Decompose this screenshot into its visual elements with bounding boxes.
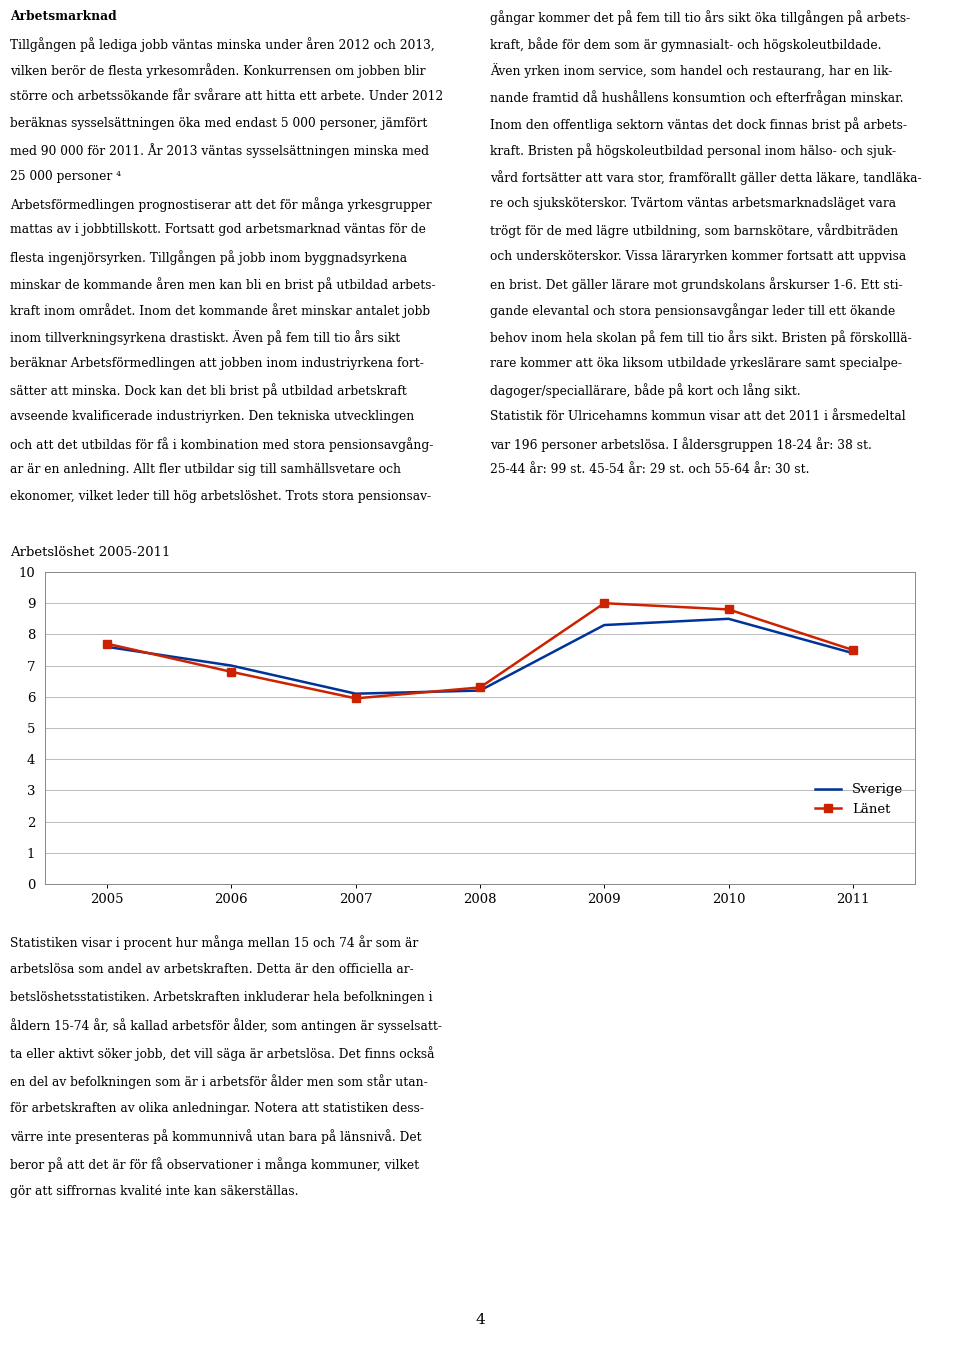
Text: värre inte presenteras på kommunnivå utan bara på länsnivå. Det: värre inte presenteras på kommunnivå uta… [10,1130,421,1144]
Text: beräknas sysselsättningen öka med endast 5 000 personer, jämfört: beräknas sysselsättningen öka med endast… [10,117,427,130]
Text: Inom den offentliga sektorn väntas det dock finnas brist på arbets-: Inom den offentliga sektorn väntas det d… [490,117,907,132]
Text: Arbetslöshet 2005-2011: Arbetslöshet 2005-2011 [10,546,170,560]
Legend: Sverige, Länet: Sverige, Länet [810,778,908,822]
Text: med 90 000 för 2011. År 2013 väntas sysselsättningen minska med: med 90 000 för 2011. År 2013 väntas syss… [10,144,429,159]
Text: ekonomer, vilket leder till hög arbetslöshet. Trots stora pensionsav-: ekonomer, vilket leder till hög arbetslö… [10,490,431,503]
Text: kraft. Bristen på högskoleutbildad personal inom hälso- och sjuk-: kraft. Bristen på högskoleutbildad perso… [490,144,896,159]
Text: och att det utbildas för få i kombination med stora pensionsavgång-: och att det utbildas för få i kombinatio… [10,437,433,452]
Text: var 196 personer arbetslösa. I åldersgruppen 18-24 år: 38 st.: var 196 personer arbetslösa. I åldersgru… [490,437,872,452]
Text: en del av befolkningen som är i arbetsför ålder men som står utan-: en del av befolkningen som är i arbetsfö… [10,1074,428,1089]
Text: Statistik för Ulricehamns kommun visar att det 2011 i årsmedeltal: Statistik för Ulricehamns kommun visar a… [490,410,905,423]
Text: vård fortsätter att vara stor, framförallt gäller detta läkare, tandläka-: vård fortsätter att vara stor, framföral… [490,170,922,184]
Text: gande elevantal och stora pensionsavgångar leder till ett ökande: gande elevantal och stora pensionsavgång… [490,304,896,319]
Text: ta eller aktivt söker jobb, det vill säga är arbetslösa. Det finns också: ta eller aktivt söker jobb, det vill säg… [10,1045,435,1060]
Text: gör att siffrornas kvalité inte kan säkerställas.: gör att siffrornas kvalité inte kan säke… [10,1185,299,1199]
Text: gångar kommer det på fem till tio års sikt öka tillgången på arbets-: gångar kommer det på fem till tio års si… [490,9,910,24]
Text: 4: 4 [475,1313,485,1328]
Text: nande framtid då hushållens konsumtion och efterfrågan minskar.: nande framtid då hushållens konsumtion o… [490,89,903,104]
Text: inom tillverkningsyrkena drastiskt. Även på fem till tio års sikt: inom tillverkningsyrkena drastiskt. Även… [10,330,400,344]
Text: dagoger/speciallärare, både på kort och lång sikt.: dagoger/speciallärare, både på kort och … [490,384,801,399]
Text: rare kommer att öka liksom utbildade yrkeslärare samt specialpe-: rare kommer att öka liksom utbildade yrk… [490,357,902,370]
Text: en brist. Det gäller lärare mot grundskolans årskurser 1-6. Ett sti-: en brist. Det gäller lärare mot grundsko… [490,277,902,292]
Text: ar är en anledning. Allt fler utbildar sig till samhällsvetare och: ar är en anledning. Allt fler utbildar s… [10,464,401,476]
Text: kraft, både för dem som är gymnasialt- och högskoleutbildade.: kraft, både för dem som är gymnasialt- o… [490,37,881,52]
Text: sätter att minska. Dock kan det bli brist på utbildad arbetskraft: sätter att minska. Dock kan det bli bris… [10,384,407,399]
Text: 25-44 år: 99 st. 45-54 år: 29 st. och 55-64 år: 30 st.: 25-44 år: 99 st. 45-54 år: 29 st. och 55… [490,464,809,476]
Text: Även yrken inom service, som handel och restaurang, har en lik-: Även yrken inom service, som handel och … [490,64,893,79]
Text: åldern 15-74 år, så kallad arbetsför ålder, som antingen är sysselsatt-: åldern 15-74 år, så kallad arbetsför åld… [10,1018,442,1033]
Text: arbetslösa som andel av arbetskraften. Detta är den officiella ar-: arbetslösa som andel av arbetskraften. D… [10,963,414,976]
Text: beräknar Arbetsförmedlingen att jobben inom industriyrkena fort-: beräknar Arbetsförmedlingen att jobben i… [10,357,424,370]
Text: Tillgången på lediga jobb väntas minska under åren 2012 och 2013,: Tillgången på lediga jobb väntas minska … [10,37,435,52]
Text: kraft inom området. Inom det kommande året minskar antalet jobb: kraft inom området. Inom det kommande år… [10,304,430,319]
Text: minskar de kommande åren men kan bli en brist på utbildad arbets-: minskar de kommande åren men kan bli en … [10,277,436,292]
Text: behov inom hela skolan på fem till tio års sikt. Bristen på förskolllä-: behov inom hela skolan på fem till tio å… [490,330,912,344]
Text: betslöshetsstatistiken. Arbetskraften inkluderar hela befolkningen i: betslöshetsstatistiken. Arbetskraften in… [10,990,433,1003]
Text: och undersköterskor. Vissa läraryrken kommer fortsatt att uppvisa: och undersköterskor. Vissa läraryrken ko… [490,250,906,263]
Text: vilken berör de flesta yrkesområden. Konkurrensen om jobben blir: vilken berör de flesta yrkesområden. Kon… [10,64,425,79]
Text: avseende kvalificerade industriyrken. Den tekniska utvecklingen: avseende kvalificerade industriyrken. De… [10,410,415,423]
Text: trögt för de med lägre utbildning, som barnskötare, vårdbiträden: trögt för de med lägre utbildning, som b… [490,224,899,239]
Text: Arbetsmarknad: Arbetsmarknad [10,9,117,23]
Text: beror på att det är för få observationer i många kommuner, vilket: beror på att det är för få observationer… [10,1157,420,1172]
Text: Statistiken visar i procent hur många mellan 15 och 74 år som är: Statistiken visar i procent hur många me… [10,936,419,949]
Text: Arbetsförmedlingen prognostiserar att det för många yrkesgrupper: Arbetsförmedlingen prognostiserar att de… [10,197,432,212]
Text: för arbetskraften av olika anledningar. Notera att statistiken dess-: för arbetskraften av olika anledningar. … [10,1101,424,1115]
Text: större och arbetssökande får svårare att hitta ett arbete. Under 2012: större och arbetssökande får svårare att… [10,89,444,103]
Text: 25 000 personer ⁴: 25 000 personer ⁴ [10,170,121,183]
Text: flesta ingenjörsyrken. Tillgången på jobb inom byggnadsyrkena: flesta ingenjörsyrken. Tillgången på job… [10,250,407,264]
Text: mattas av i jobbtillskott. Fortsatt god arbetsmarknad väntas för de: mattas av i jobbtillskott. Fortsatt god … [10,224,426,236]
Text: re och sjuksköterskor. Tvärtom väntas arbetsmarknadsläget vara: re och sjuksköterskor. Tvärtom väntas ar… [490,197,896,210]
